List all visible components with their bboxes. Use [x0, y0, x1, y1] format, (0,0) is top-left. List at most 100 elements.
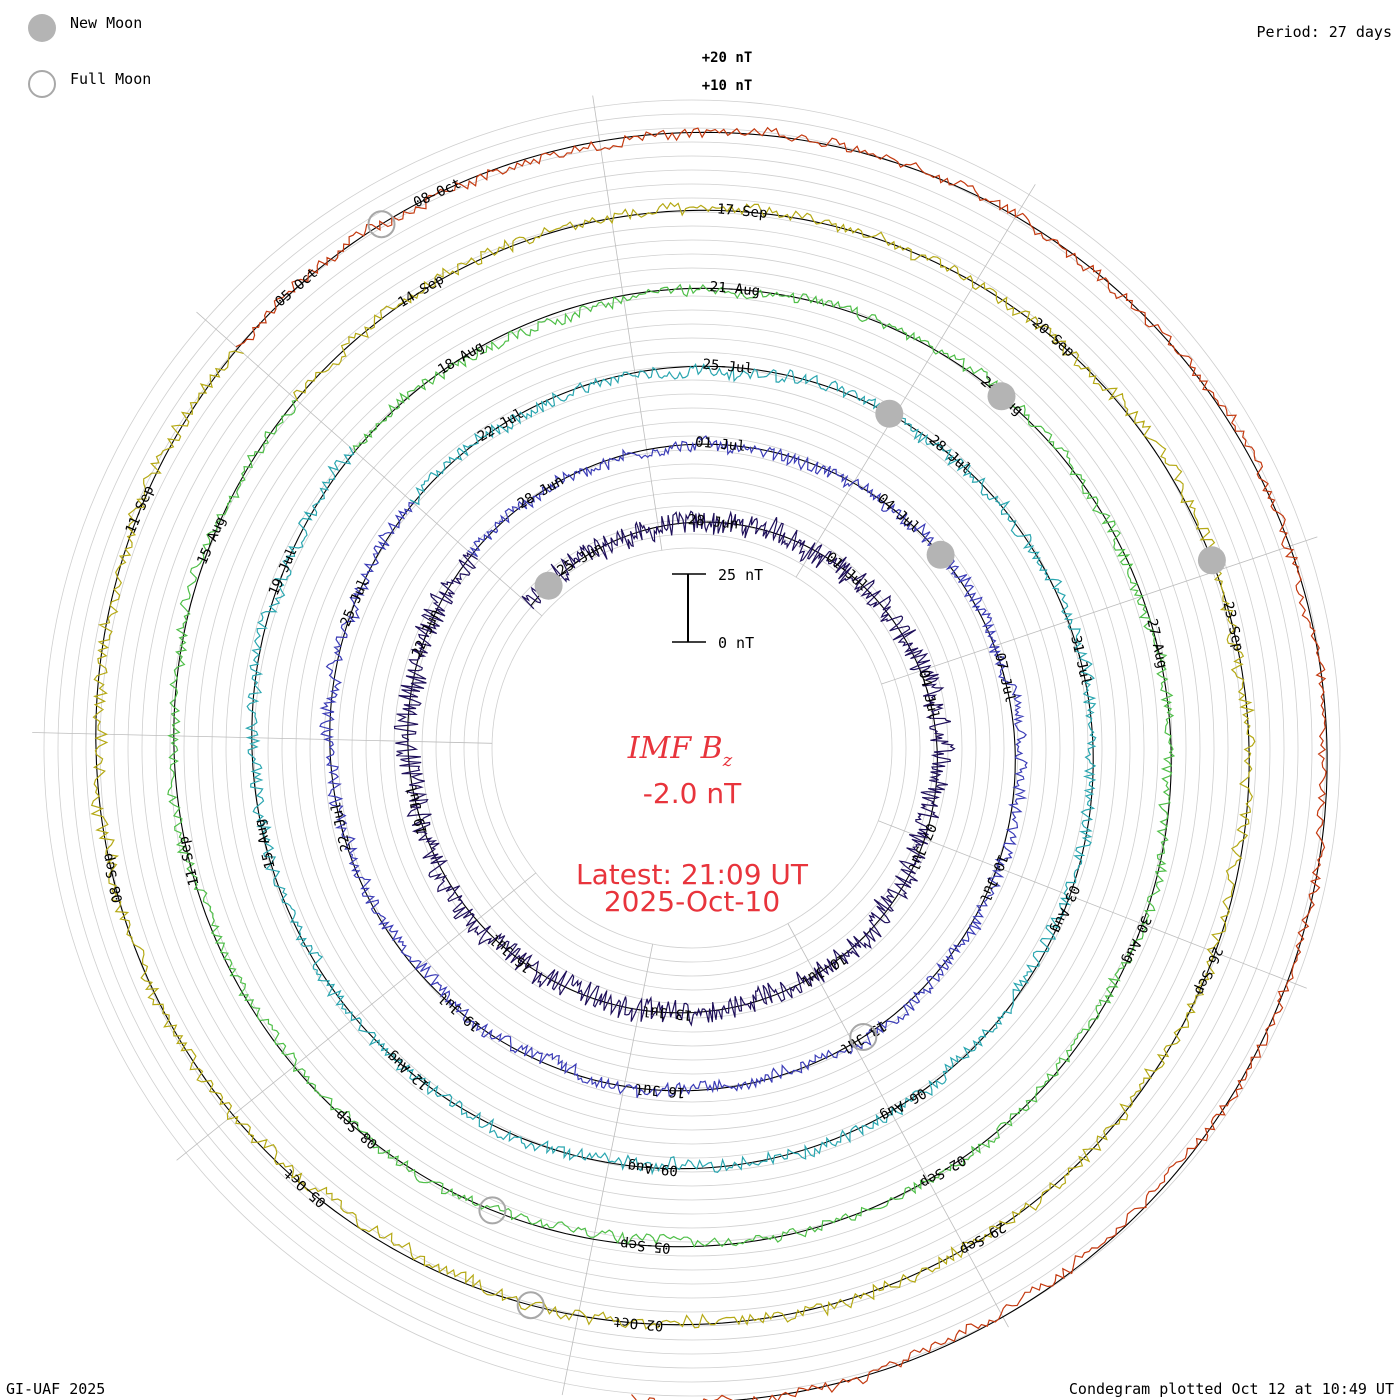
date-label: 19-Jul: [404, 783, 431, 836]
grid-circle: [127, 183, 1257, 1313]
date-label: 28-Jul: [926, 432, 975, 477]
date-label: 15-Aug: [194, 514, 229, 567]
date-label: 23-Sep: [1219, 600, 1246, 653]
date-label: 15-Aug: [252, 817, 279, 870]
date-label: 27-Aug: [1143, 617, 1170, 670]
trace-ring-6: [235, 126, 1327, 1400]
date-label: 25-Jul: [702, 357, 754, 378]
full-moon-marker: [516, 1291, 545, 1320]
grid-spoke: [561, 944, 654, 1396]
center-title: IMF Bz: [627, 731, 733, 771]
new-moon-marker: [987, 382, 1016, 411]
new-moon-marker: [534, 571, 563, 600]
grid-circle: [155, 211, 1229, 1285]
grid-circle: [267, 323, 1117, 1173]
grid-spoke: [32, 732, 493, 744]
new-moon-marker: [875, 399, 904, 428]
date-label: 02-Oct: [612, 1313, 664, 1334]
date-label: 09-Aug: [627, 1158, 679, 1179]
date-label: 17-Sep: [716, 201, 768, 222]
grid-circle: [435, 491, 949, 1005]
grid-circle: [57, 113, 1327, 1383]
trace-ring-1: [393, 510, 956, 1027]
date-label: 20-Sep: [1029, 315, 1078, 360]
new-moon-marker: [926, 540, 955, 569]
moon-markers: [367, 210, 1226, 1320]
grid-circle: [463, 519, 921, 977]
grid-circle: [449, 505, 935, 991]
grid-circle: [43, 99, 1341, 1397]
grid-circle: [141, 197, 1243, 1299]
scale-top-label-20: +20 nT: [702, 50, 753, 66]
grid-circle: [323, 379, 1061, 1117]
scale-bar-bottom-label: 0 nT: [718, 634, 754, 652]
trace-ring-2: [319, 435, 1028, 1098]
grid-spoke: [878, 820, 1307, 989]
latest-time: Latest: 21:09 UT: [576, 858, 809, 891]
grid-circle: [183, 239, 1201, 1257]
new-moon-legend-icon: [28, 14, 56, 42]
date-label: 05-Oct: [281, 1165, 330, 1210]
grid-circle: [295, 351, 1089, 1145]
full-moon-marker: [849, 1023, 878, 1051]
trace-ring-5: [90, 201, 1256, 1330]
grid-circle: [239, 295, 1145, 1201]
latest-date: 2025-Oct-10: [604, 885, 780, 918]
full-moon-marker: [478, 1196, 507, 1225]
date-label: 10-Jul: [976, 852, 1011, 905]
date-label: 22-Jun: [409, 607, 444, 660]
grid-spoke: [787, 923, 1009, 1328]
date-label: 06-Aug: [877, 1084, 929, 1124]
current-value: -2.0 nT: [643, 777, 742, 810]
grid-circle: [225, 281, 1159, 1215]
trace-ring-4: [167, 283, 1176, 1249]
date-label: 03-Aug: [1048, 882, 1083, 935]
date-label: 07-Jul: [904, 821, 939, 874]
date-label: 08-Sep: [100, 852, 127, 905]
date-label: 29-Sep: [957, 1218, 1009, 1258]
date-label: 11-Sep: [176, 834, 203, 887]
full-moon-marker: [367, 210, 396, 239]
new-moon-legend-label: New Moon: [70, 14, 142, 32]
date-label: 18-Aug: [435, 339, 487, 379]
date-label: 16-Jul: [487, 931, 536, 976]
grid-circle: [85, 141, 1299, 1355]
date-label: 01-Jul: [694, 434, 746, 455]
scale-bar: 25 nT 0 nT: [672, 566, 763, 652]
legend: New Moon Full Moon: [28, 14, 151, 98]
date-label: 12-Aug: [384, 1048, 433, 1093]
grid-spoke: [881, 536, 1318, 685]
grid-circle: [337, 393, 1047, 1103]
trace-ring-3: [244, 363, 1097, 1176]
date-label: 28-Jun: [515, 473, 567, 513]
date-label: 07-Jul: [991, 651, 1018, 704]
grid-spoke: [176, 872, 537, 1161]
date-label: 04-Jul: [874, 491, 923, 536]
full-moon-legend-label: Full Moon: [70, 70, 151, 88]
date-label: 25-Jul: [338, 576, 373, 629]
grid-circle: [71, 127, 1313, 1369]
grid-spoke: [592, 95, 663, 551]
grid-spoke: [795, 184, 1036, 578]
grid-circle: [379, 435, 1005, 1061]
date-label: 05-Sep: [620, 1235, 672, 1256]
full-moon-legend-icon: [28, 70, 56, 98]
date-label: 19-Jul: [266, 545, 301, 598]
footer-plotted: Condegram plotted Oct 12 at 10:49 UT: [1069, 1380, 1394, 1398]
period-label: Period: 27 days: [1257, 23, 1392, 41]
date-label: 13-Jul: [641, 1002, 693, 1023]
scale-top-label-10: +10 nT: [702, 78, 753, 94]
grid-circle: [393, 449, 991, 1047]
new-moon-marker: [1197, 546, 1226, 575]
date-label: 28-Jun: [687, 512, 739, 533]
date-label: 08-Oct: [411, 176, 464, 212]
grid-circle: [99, 155, 1285, 1341]
date-label: 16-Jul: [634, 1080, 686, 1101]
center-title-sub: z: [722, 750, 733, 771]
date-label: 21-Aug: [709, 279, 761, 300]
grid-circle: [491, 547, 893, 949]
scale-bar-top-label: 25 nT: [718, 566, 763, 584]
date-label: 31-Jul: [1067, 634, 1094, 687]
grid-circle: [421, 477, 963, 1019]
